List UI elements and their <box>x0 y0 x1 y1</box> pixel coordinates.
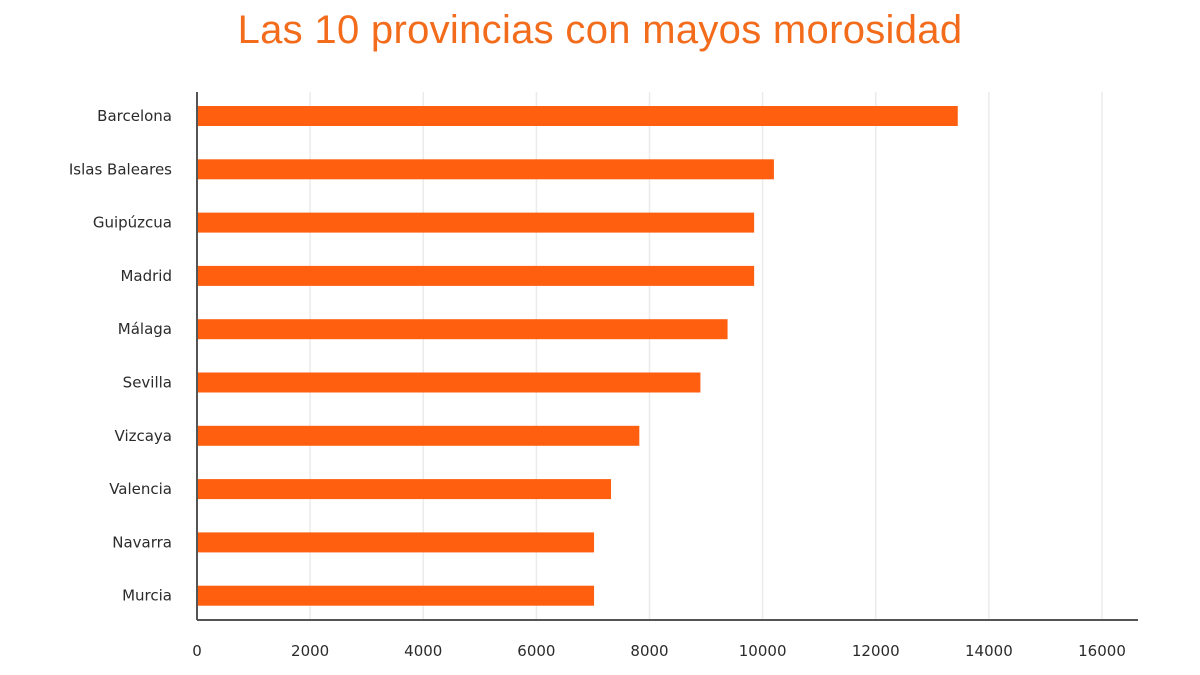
x-tick-labels: 0 2000 4000 6000 8000 10000 12000 14000 16000 <box>192 642 1126 660</box>
bar <box>197 425 640 446</box>
bar <box>197 585 595 606</box>
category-labels: Barcelona Islas Baleares Guipúzcua Madrid Má… <box>69 107 172 605</box>
bar <box>197 265 755 286</box>
x-tick-label: 4000 <box>404 642 442 660</box>
category-label: Barcelona <box>97 107 172 125</box>
bar <box>197 159 774 180</box>
x-tick-label: 8000 <box>630 642 668 660</box>
category-label: Islas Baleares <box>69 160 172 178</box>
x-tick-label: 6000 <box>517 642 555 660</box>
category-label: Navarra <box>112 533 172 551</box>
category-label: Vizcaya <box>115 427 172 445</box>
grid-lines <box>309 92 1103 620</box>
x-tick-label: 12000 <box>852 642 900 660</box>
x-tick-label: 14000 <box>965 642 1013 660</box>
category-label: Madrid <box>120 267 172 285</box>
bars <box>197 106 958 606</box>
bar <box>197 106 958 126</box>
x-tick-label: 16000 <box>1078 642 1126 660</box>
bar <box>197 532 595 553</box>
bar <box>197 479 612 500</box>
x-tick-label: 2000 <box>291 642 329 660</box>
category-label: Murcia <box>122 587 172 605</box>
category-label: Valencia <box>109 480 172 498</box>
category-label: Guipúzcua <box>93 214 172 232</box>
bar <box>197 319 728 340</box>
bar <box>197 372 701 393</box>
category-label: Sevilla <box>123 374 172 392</box>
bar <box>197 212 755 233</box>
x-tick-label: 0 <box>192 642 202 660</box>
chart-title: Las 10 provincias con mayos morosidad <box>237 8 963 52</box>
x-tick-label: 10000 <box>739 642 787 660</box>
axes <box>196 92 1138 621</box>
category-label: Málaga <box>118 320 172 338</box>
